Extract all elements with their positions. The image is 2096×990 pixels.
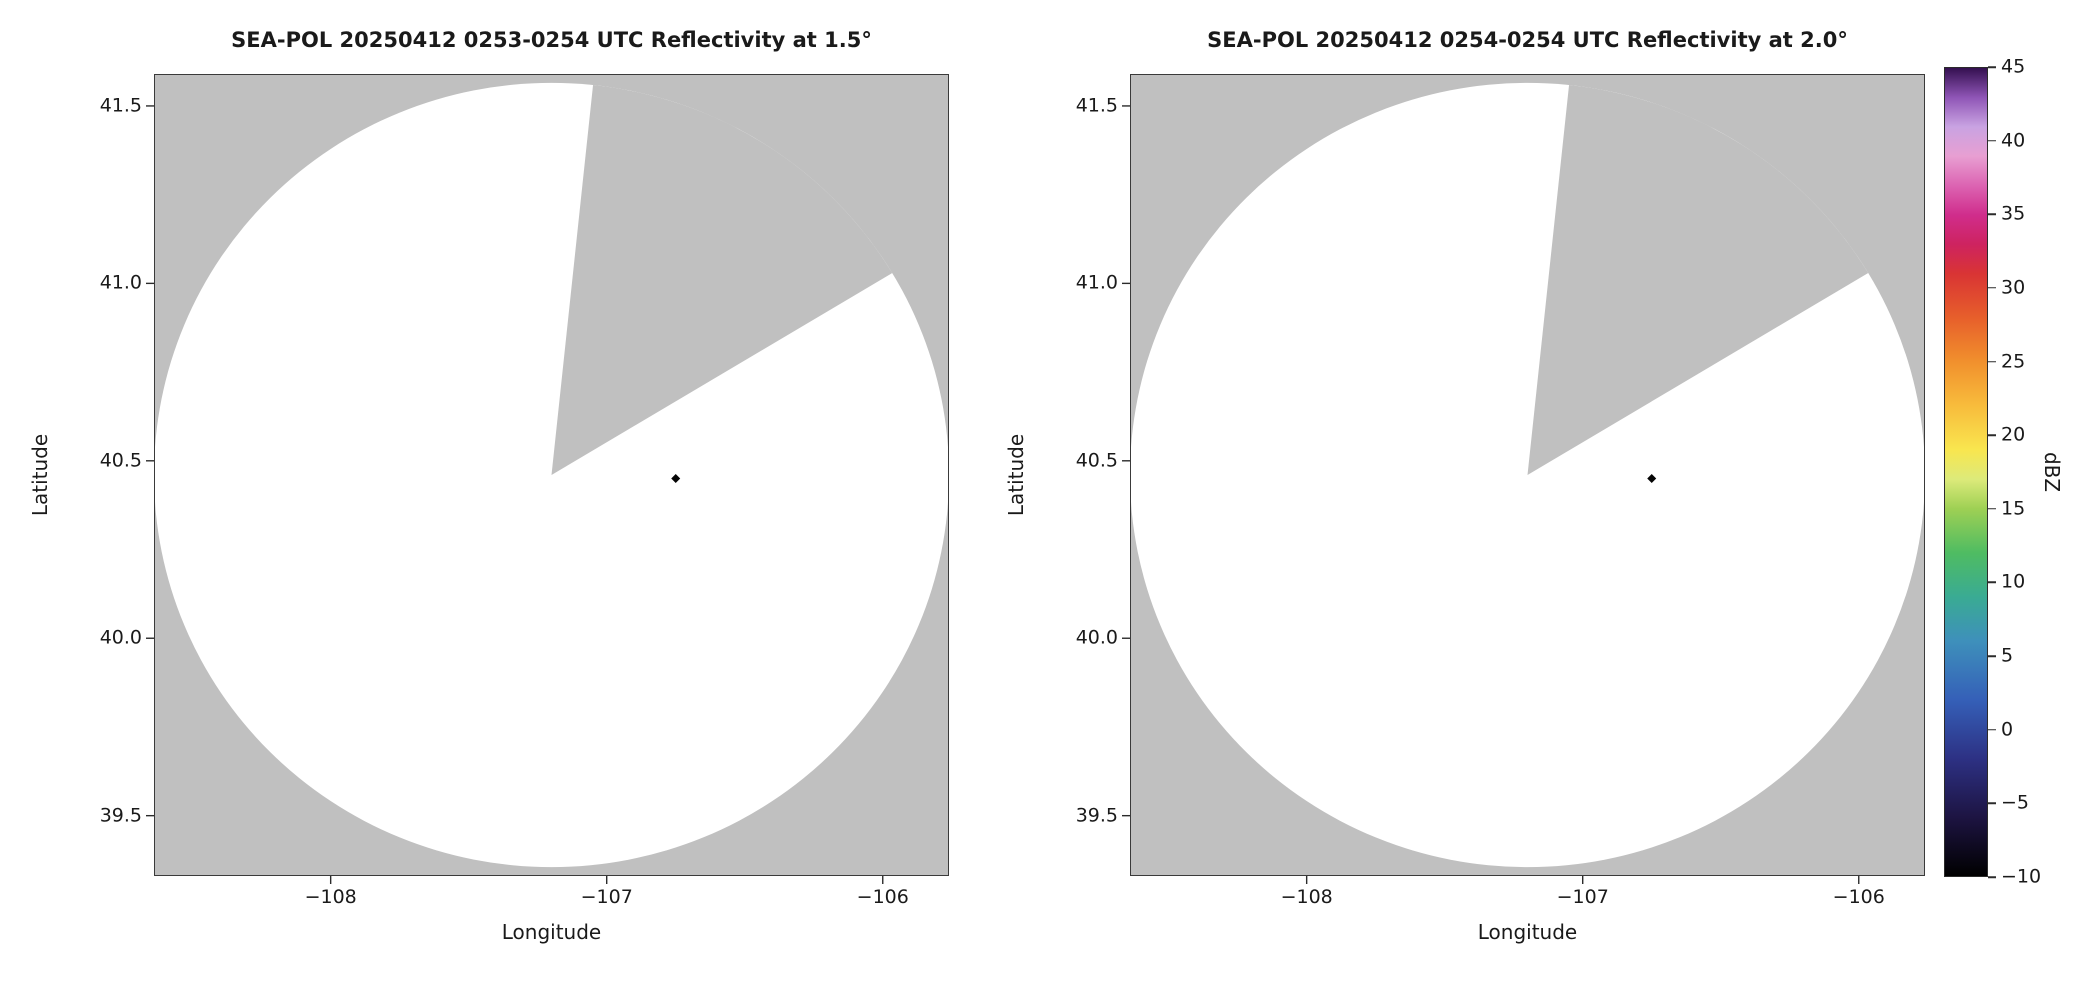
colorbar-tick-label: 5 — [2001, 644, 2014, 667]
colorbar-tick-mark — [1988, 434, 1996, 436]
colorbar-tick-label: 15 — [2001, 497, 2026, 520]
x-tick-label: −108 — [304, 886, 357, 908]
colorbar-tick-label: 35 — [2001, 202, 2026, 225]
y-tick-label: 40.0 — [1075, 626, 1118, 649]
y-tick-label: 39.5 — [99, 804, 142, 827]
colorbar-gradient — [1944, 67, 1988, 877]
x-tick-label: −107 — [1556, 886, 1609, 908]
colorbar-tick-mark — [1988, 508, 1996, 510]
colorbar-tick-mark — [1988, 802, 1996, 805]
colorbar-tick-label: 45 — [2001, 55, 2026, 78]
colorbar-tick-label: 40 — [2001, 129, 2026, 152]
y-tick-label: 40.5 — [99, 449, 142, 472]
colorbar-tick-mark — [1988, 139, 1996, 142]
colorbar-tick-mark — [1988, 876, 1996, 878]
y-tick-label: 41.0 — [1075, 271, 1118, 294]
y-tick-label: 40.0 — [99, 626, 142, 649]
y-tick-label: 40.5 — [1075, 449, 1118, 472]
x-tick-label: −107 — [580, 886, 633, 908]
x-tick-label: −106 — [856, 886, 909, 908]
colorbar-tick-mark — [1988, 66, 1996, 68]
colorbar-tick-label: 20 — [2001, 423, 2026, 446]
radar-panel-left: SEA-POL 20250412 0253-0254 UTC Reflectiv… — [28, 28, 949, 944]
radar-plot — [146, 74, 949, 884]
y-axis-label: Latitude — [1004, 433, 1028, 517]
x-tick-label: −108 — [1280, 886, 1333, 908]
colorbar-tick-label: −10 — [2001, 865, 2042, 888]
radar-panel-right: SEA-POL 20250412 0254-0254 UTC Reflectiv… — [1004, 28, 1925, 944]
colorbar-tick-label: 30 — [2001, 276, 2026, 299]
y-tick-label: 39.5 — [1075, 804, 1118, 827]
colorbar-tick-mark — [1988, 287, 1996, 289]
colorbar-tick-mark — [1988, 360, 1996, 363]
colorbar-tick-mark — [1988, 728, 1996, 731]
colorbar-tick-mark — [1988, 581, 1996, 584]
y-tick-label: 41.0 — [99, 271, 142, 294]
y-tick-label: 41.5 — [1075, 94, 1118, 117]
radar-echo — [671, 474, 681, 484]
colorbar-label: dBZ — [2040, 451, 2064, 493]
x-tick-label: −106 — [1832, 886, 1885, 908]
y-axis-label: Latitude — [28, 433, 52, 517]
colorbar-tick-label: 0 — [2001, 718, 2014, 741]
colorbar: dBZ 45 40 35 30 25 20 15 10 5 0 −5 −10 — [1944, 57, 2064, 886]
radar-echo — [1647, 474, 1657, 484]
colorbar-tick-label: 25 — [2001, 350, 2026, 373]
colorbar-tick-label: 10 — [2001, 570, 2026, 593]
panel-title: SEA-POL 20250412 0253-0254 UTC Reflectiv… — [231, 28, 872, 52]
panel-title: SEA-POL 20250412 0254-0254 UTC Reflectiv… — [1207, 28, 1848, 52]
radar-plot — [1122, 74, 1925, 884]
colorbar-tick-mark — [1988, 213, 1996, 216]
x-axis-label: Longitude — [1477, 920, 1578, 944]
x-axis-label: Longitude — [501, 920, 602, 944]
colorbar-tick-label: −5 — [2001, 791, 2030, 814]
colorbar-tick-mark — [1988, 655, 1996, 657]
y-tick-label: 41.5 — [99, 94, 142, 117]
